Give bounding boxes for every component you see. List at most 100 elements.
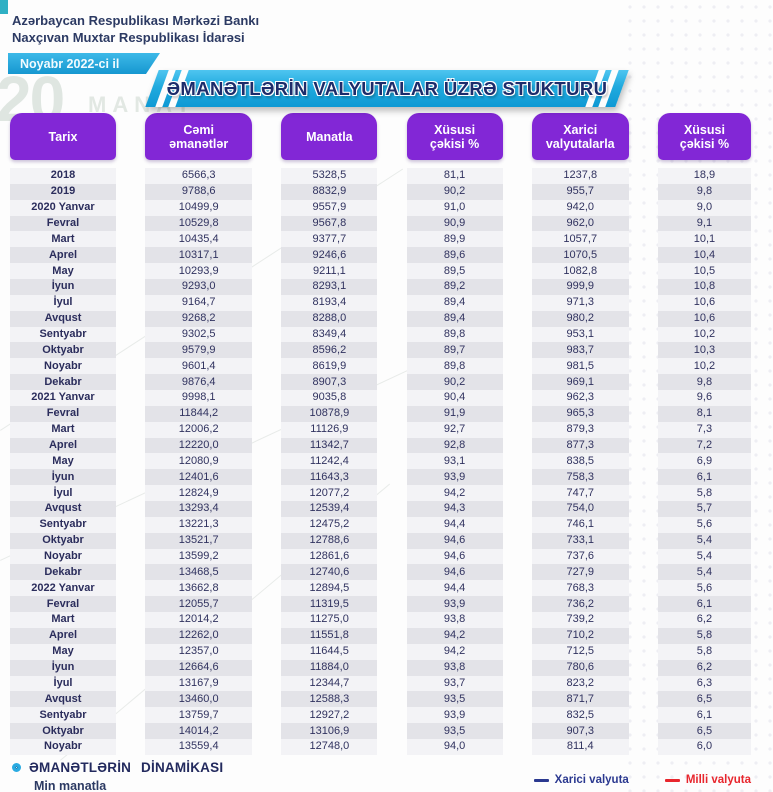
section-subtitle: Min manatla (34, 779, 107, 792)
table-cell: 9268,2 (145, 310, 253, 327)
table-cell: 10878,9 (281, 405, 378, 422)
table-cell: 5,7 (657, 501, 751, 517)
table-cell: 736,2 (531, 596, 629, 613)
next-section-title: ƏMANƏTLƏRİN DİNAMİKASI (12, 760, 223, 775)
table-cell: 9035,8 (281, 390, 378, 406)
table-cell: 9,8 (657, 183, 751, 200)
table-cell: 5,8 (657, 627, 751, 644)
row-label: Sentyabr (10, 707, 116, 724)
table-cell: 727,9 (531, 564, 629, 581)
table-cell: 89,4 (406, 310, 503, 327)
row-label: Avqust (10, 691, 116, 708)
row-label: 2019 (10, 183, 116, 200)
table-cell: 10293,9 (145, 263, 253, 280)
row-label: İyul (10, 485, 116, 502)
table-cell: 811,4 (531, 738, 629, 755)
legend-item: Milli valyuta (664, 774, 751, 786)
table-cell: 89,7 (406, 342, 503, 359)
table-cell: 710,2 (531, 627, 629, 644)
table-cell: 92,7 (406, 421, 503, 438)
table-cell: 93,9 (406, 707, 503, 724)
row-label: May (10, 263, 116, 280)
table-cell: 12664,6 (145, 659, 253, 676)
table-cell: 81,1 (406, 168, 503, 184)
column-header: Xüsusi çəkisi % (657, 113, 751, 160)
table-cell: 94,6 (406, 532, 503, 549)
table-cell: 983,7 (531, 342, 629, 359)
table-cell: 733,1 (531, 532, 629, 549)
table-cell: 9557,9 (281, 199, 378, 216)
table-cell: 12588,3 (281, 691, 378, 708)
column-header: Cəmi əmanətlər (145, 113, 253, 160)
table-cell: 712,5 (531, 643, 629, 660)
table-cell: 1237,8 (531, 168, 629, 184)
table-cell: 94,2 (406, 627, 503, 644)
legend-label: Xarici valyuta (554, 774, 629, 786)
table-cell: 9,8 (657, 374, 751, 391)
table-cell: 6,5 (657, 723, 751, 739)
table-cell: 9579,9 (145, 342, 253, 359)
row-label: Noyabr (10, 548, 116, 565)
legend-dash-icon (664, 778, 680, 782)
table-cell: 11644,5 (281, 643, 378, 660)
table-cell: 11342,7 (281, 437, 378, 454)
deposits-table: Tarix 2018 2019 2020 Yanvar Fevral Mart Aprel M… (0, 113, 773, 755)
table-cell: 1057,7 (531, 231, 629, 248)
table-cell: 93,8 (406, 659, 503, 676)
table-cell: 832,5 (531, 707, 629, 724)
table-cell: 89,9 (406, 231, 503, 248)
row-label: Sentyabr (10, 516, 116, 533)
table-cell: 737,6 (531, 548, 629, 565)
table-cell: 12077,2 (281, 485, 378, 502)
table-cell: 94,2 (406, 643, 503, 660)
table-cell: 6,9 (657, 453, 751, 470)
table-cell: 13468,5 (145, 564, 253, 581)
table-cell: 780,6 (531, 659, 629, 676)
table-cell: 838,5 (531, 453, 629, 470)
table-cell: 12220,0 (145, 437, 253, 454)
row-label: Mart (10, 421, 116, 438)
table-cell: 89,8 (406, 358, 503, 375)
table-cell: 93,7 (406, 675, 503, 692)
org-line-1: Azərbaycan Respublikası Mərkəzi Bankı (12, 13, 260, 28)
table-cell: 746,1 (531, 516, 629, 533)
row-label: Noyabr (10, 738, 116, 755)
table-cell: 9377,7 (281, 231, 378, 248)
table-cell: 969,1 (531, 374, 629, 391)
table-cell: 5328,5 (281, 168, 378, 184)
table-cell: 11275,0 (281, 612, 378, 628)
table-cell: 13106,9 (281, 723, 378, 739)
table-cell: 971,3 (531, 294, 629, 311)
table-cell: 90,2 (406, 374, 503, 391)
table-cell: 10,6 (657, 294, 751, 311)
row-label: Oktyabr (10, 723, 116, 739)
table-column: Xarici valyutalarla 1237,8 955,7 942,0 962,0… (531, 113, 629, 755)
table-cell: 12014,2 (145, 612, 253, 628)
column-body: 5328,5 8832,9 9557,9 9567,8 9377,7 9246,6 9211… (281, 168, 378, 755)
table-cell: 13167,9 (145, 675, 253, 692)
table-cell: 6,2 (657, 612, 751, 628)
column-body: 1237,8 955,7 942,0 962,0 1057,7 1070,5 1082,8 9… (531, 168, 629, 755)
table-cell: 94,4 (406, 580, 503, 597)
table-cell: 6,5 (657, 691, 751, 708)
legend-label: Milli valyuta (685, 774, 751, 786)
row-label: Aprel (10, 247, 116, 264)
table-cell: 768,3 (531, 580, 629, 597)
column-header: Tarix (10, 113, 116, 160)
row-label: Noyabr (10, 358, 116, 375)
title-banner: ƏMANƏTLƏRİN VALYUTALAR ÜZRƏ STUKTURU (145, 70, 629, 107)
table-column: Xüsusi çəkisi % 81,1 90,2 91,0 90,9 89,9 89,6 8… (406, 113, 503, 755)
legend-item: Xarici valyuta (533, 774, 629, 786)
table-cell: 8288,0 (281, 310, 378, 327)
table-cell: 6,3 (657, 675, 751, 692)
table-cell: 9788,6 (145, 183, 253, 200)
table-cell: 9246,6 (281, 247, 378, 264)
table-cell: 89,5 (406, 263, 503, 280)
table-cell: 94,3 (406, 501, 503, 517)
table-cell: 90,2 (406, 183, 503, 200)
table-cell: 7,3 (657, 421, 751, 438)
table-cell: 91,0 (406, 199, 503, 216)
table-cell: 12080,9 (145, 453, 253, 470)
row-label: Fevral (10, 596, 116, 613)
table-cell: 10317,1 (145, 247, 253, 264)
